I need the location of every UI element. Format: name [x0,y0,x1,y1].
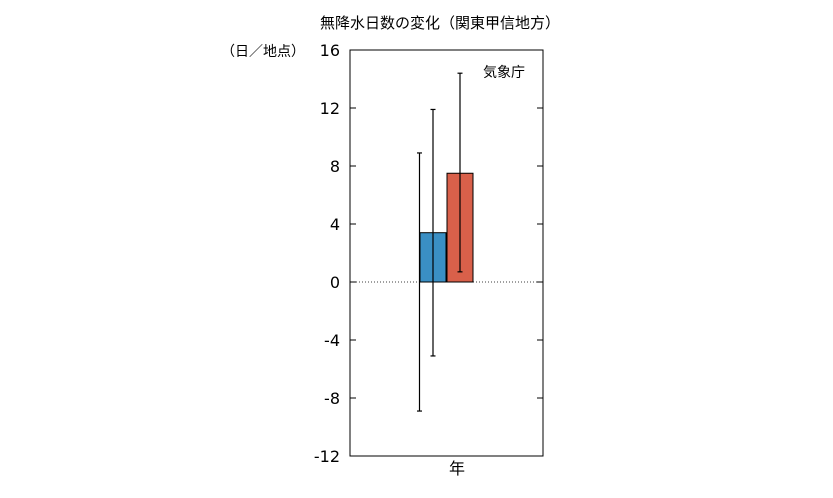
y-tick-label: -4 [324,331,340,350]
y-tick-label: -12 [314,447,340,466]
bars-group [419,172,474,283]
y-tick-label: 12 [320,99,340,118]
y-tick-label: 8 [330,157,340,176]
category-label: 年 [449,459,465,478]
y-tick-label: 0 [330,273,340,292]
y-tick-label: 16 [320,41,340,60]
y-tick-label: -8 [324,389,340,408]
source-annotation: 気象庁 [483,65,525,81]
error-bars-group [417,72,463,412]
y-axis-unit-label: （日／地点） [221,44,305,60]
y-tick-label: 4 [330,215,340,234]
y-axis: 16 12 8 4 0 -4 -8 -12 [314,41,543,466]
chart-title: 無降水日数の変化（関東甲信地方） [320,14,560,32]
plot-area-frame [349,49,544,457]
